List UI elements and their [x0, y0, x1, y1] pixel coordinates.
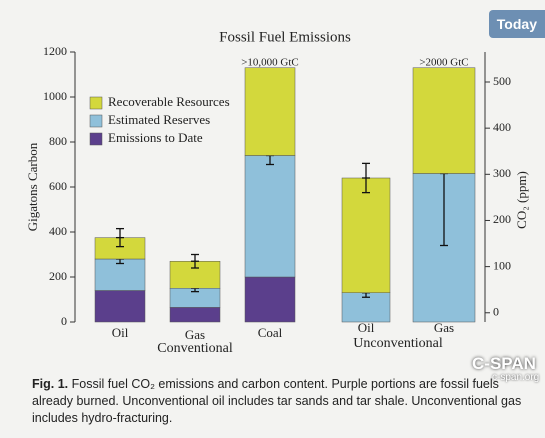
bar-segment [244, 276, 296, 323]
logo: Today [488, 10, 545, 38]
y-tick-label: 400 [49, 224, 67, 238]
group-label: Conventional [157, 341, 233, 356]
y-tick-label: 200 [49, 269, 67, 283]
caption-text: Fossil fuel CO₂ emissions and carbon con… [32, 377, 522, 425]
y2-tick-label: 300 [493, 166, 511, 180]
caption: Fig. 1. Fossil fuel CO₂ emissions and ca… [32, 376, 532, 427]
x-tick-label: Oil [112, 325, 129, 340]
y2-tick-label: 400 [493, 120, 511, 134]
y2-axis-title: CO₂ (ppm) [514, 171, 529, 229]
annotation: >10,000 GtC [241, 57, 299, 69]
y-tick-label: 1200 [43, 44, 67, 58]
x-tick-label: Coal [258, 325, 283, 340]
legend-label: Estimated Reserves [108, 112, 210, 127]
legend-swatch [89, 114, 103, 128]
caption-label: Fig. 1. [32, 377, 69, 391]
y2-tick-label: 200 [493, 212, 511, 226]
bar-segment [412, 67, 476, 174]
y2-tick-label: 100 [493, 258, 511, 272]
x-tick-label: Gas [185, 327, 205, 342]
bar-segment [94, 290, 146, 323]
watermark: C-SPAN [472, 354, 536, 373]
y-axis-title: Gigatons Carbon [25, 142, 40, 231]
y-tick-label: 0 [61, 314, 67, 328]
y2-tick-label: 0 [493, 305, 499, 319]
y-tick-label: 800 [49, 134, 67, 148]
watermark-url: c-span.org [492, 372, 540, 383]
bar-segment [244, 67, 296, 156]
annotation: >2000 GtC [419, 57, 468, 69]
chart-title: Fossil Fuel Emissions [219, 29, 351, 45]
x-tick-label: Oil [358, 320, 375, 335]
group-label: Unconventional [353, 336, 443, 351]
bar-segment [244, 155, 296, 278]
legend-swatch [89, 96, 103, 110]
x-tick-label: Gas [434, 320, 454, 335]
legend-swatch [89, 132, 103, 146]
legend-label: Emissions to Date [108, 130, 203, 145]
bar-segment [169, 307, 221, 323]
y-tick-label: 600 [49, 179, 67, 193]
y2-tick-label: 500 [493, 74, 511, 88]
bar-segment [341, 177, 391, 293]
legend-label: Recoverable Resources [108, 94, 230, 109]
y-tick-label: 1000 [43, 89, 67, 103]
